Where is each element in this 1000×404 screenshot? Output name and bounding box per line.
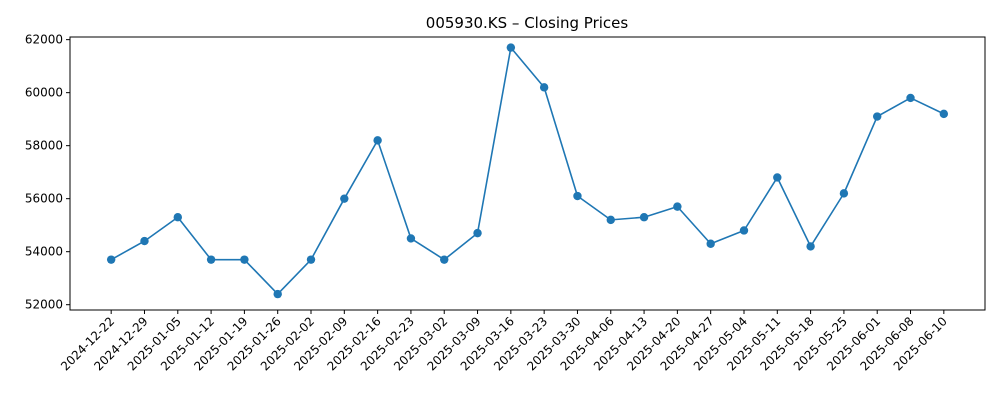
data-point	[106, 255, 116, 264]
data-point	[373, 136, 382, 145]
data-point	[673, 202, 682, 211]
y-tick-label: 54000	[25, 245, 63, 259]
plot-frame	[69, 36, 986, 311]
data-point	[873, 112, 882, 121]
data-point	[939, 109, 949, 119]
data-point	[206, 255, 216, 264]
data-point	[606, 215, 615, 225]
data-point	[639, 213, 649, 222]
data-point	[839, 189, 849, 198]
y-tick-label: 62000	[25, 33, 63, 47]
data-point	[273, 289, 282, 299]
data-point	[573, 191, 582, 201]
data-point	[773, 173, 782, 182]
data-point	[440, 255, 449, 264]
data-point	[539, 83, 549, 92]
data-point	[906, 93, 915, 103]
data-point	[306, 255, 316, 264]
y-tick-label: 60000	[25, 86, 63, 100]
data-point	[173, 213, 182, 222]
data-point	[739, 226, 749, 235]
series-line	[110, 46, 945, 295]
data-point	[406, 234, 416, 243]
data-point	[140, 236, 149, 246]
series-layer	[106, 43, 949, 299]
data-point	[506, 43, 516, 52]
data-point	[706, 239, 715, 248]
data-point	[806, 242, 815, 251]
chart-title: 005930.KS – Closing Prices	[426, 14, 629, 32]
y-tick-label: 58000	[25, 139, 63, 153]
data-point	[473, 228, 482, 238]
data-point	[240, 255, 249, 264]
data-point	[340, 194, 349, 203]
y-tick-label: 56000	[25, 192, 63, 206]
y-tick-label: 52000	[25, 298, 63, 312]
